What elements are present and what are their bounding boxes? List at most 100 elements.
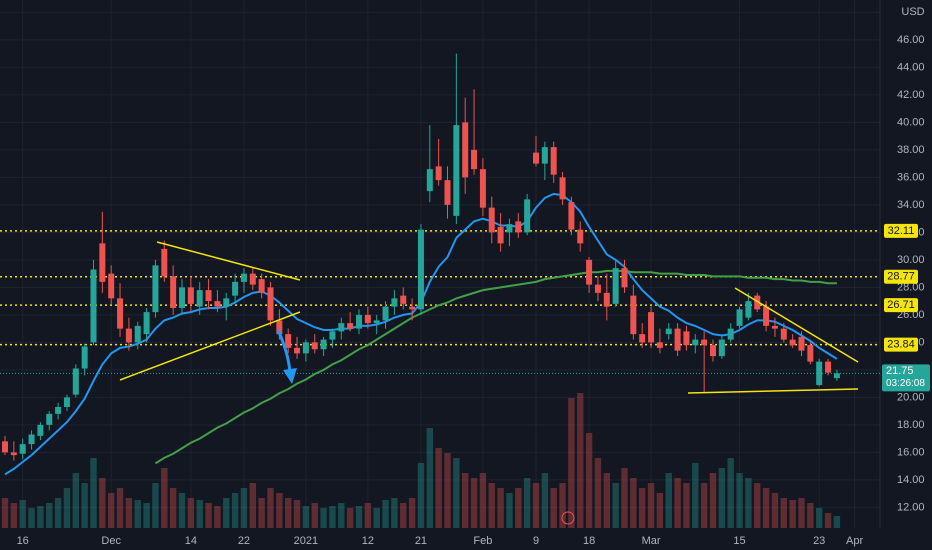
y-tick-label: 18.00 — [897, 419, 925, 431]
candle-body — [825, 361, 832, 373]
candle-body — [833, 373, 840, 379]
x-tick-label: 22 — [238, 535, 250, 547]
candle-body — [568, 202, 575, 230]
y-tick-label: 20.00 — [897, 391, 925, 403]
candle-body — [364, 314, 371, 324]
candle-body — [727, 328, 734, 340]
candle-body — [81, 346, 88, 369]
candle-body — [479, 169, 486, 208]
volume-bar — [37, 506, 44, 528]
candle-body — [763, 306, 770, 326]
volume-bar — [585, 433, 593, 528]
y-tick-label: 14.00 — [897, 474, 925, 486]
drawings — [119, 241, 859, 394]
volume-bar — [780, 498, 787, 528]
candle-body — [426, 169, 433, 192]
volume-bar — [568, 398, 575, 528]
trend-line — [734, 287, 859, 363]
price-tag — [882, 364, 930, 392]
candle-body — [718, 339, 725, 357]
candle-body — [674, 328, 681, 351]
volume-bar — [470, 478, 478, 528]
candle-body — [400, 295, 407, 304]
volume-bar — [249, 483, 256, 528]
volume-bar — [709, 473, 717, 528]
candle-body — [586, 259, 593, 285]
candle-body — [577, 229, 584, 244]
level-label: 32.11 — [888, 225, 915, 237]
volume-bar — [798, 498, 805, 528]
level-tag — [884, 269, 918, 284]
candle-body — [99, 243, 106, 282]
candle-body — [311, 342, 318, 350]
volume-bar — [621, 468, 628, 528]
volume-bar — [46, 503, 53, 528]
level-label: 28.77 — [887, 271, 915, 283]
candle-body — [648, 312, 655, 343]
volume-bar — [338, 503, 345, 528]
candle-body — [161, 248, 168, 277]
candle-body — [28, 434, 35, 445]
candle-body — [19, 444, 26, 454]
volume-bar — [515, 488, 522, 528]
candle-body — [63, 397, 70, 407]
candle-body — [807, 345, 814, 362]
candle-body — [205, 290, 212, 302]
level-label: 23.84 — [887, 338, 915, 350]
volume-bar — [408, 498, 416, 528]
x-tick-label: Apr — [846, 535, 863, 547]
currency: USD — [901, 6, 924, 18]
level-tag — [884, 298, 918, 313]
candle-body — [417, 229, 424, 310]
currency-box — [896, 3, 930, 20]
candle-body — [745, 301, 752, 318]
x-tick-label: 23 — [813, 535, 825, 547]
candles — [2, 53, 840, 461]
volume-bar — [355, 506, 363, 528]
y-tick-label: 38.00 — [897, 144, 925, 156]
candle-body — [559, 177, 566, 200]
candle-body — [692, 339, 699, 346]
volume-bar — [134, 500, 141, 528]
x-tick-label: 21 — [415, 535, 427, 547]
candle-body — [356, 314, 362, 329]
candle-body — [533, 152, 539, 164]
candle-body — [541, 147, 548, 164]
candle-body — [630, 295, 637, 335]
trend-line — [119, 311, 301, 381]
volume-bar — [152, 483, 159, 528]
y-tick-label: 30.00 — [897, 254, 925, 266]
candle-body — [736, 309, 743, 326]
candle-body — [125, 328, 132, 343]
volume-bar — [267, 488, 274, 528]
volume-bar — [346, 508, 354, 528]
y-tick-label: 34.00 — [897, 199, 925, 211]
x-tick-label: 16 — [17, 535, 29, 547]
candle-body — [497, 226, 504, 244]
volume-bar — [762, 488, 770, 528]
y-tick-label: 46.00 — [897, 34, 925, 46]
level-label: 26.71 — [887, 299, 915, 311]
volume-bar — [391, 498, 398, 528]
candle-body — [789, 339, 796, 346]
volume-bar — [364, 503, 372, 528]
candle-body — [37, 424, 44, 436]
volume-bar — [479, 473, 487, 528]
x-tick-label: 15 — [733, 535, 745, 547]
candle-body — [656, 342, 663, 348]
candle-body — [117, 298, 124, 329]
x-tick-label: 2021 — [294, 535, 318, 547]
volume-bar — [285, 498, 292, 528]
volume-bar — [816, 508, 823, 528]
volume-bar — [116, 488, 124, 528]
volume-bar — [665, 473, 672, 528]
arrow-head — [283, 368, 297, 384]
candle-body — [603, 292, 610, 307]
volume-bar — [1, 498, 9, 528]
candle-body — [249, 273, 256, 285]
volume-bar — [577, 393, 584, 528]
candle-body — [276, 320, 283, 335]
volume-bar — [108, 493, 115, 528]
level-tag — [884, 337, 918, 352]
